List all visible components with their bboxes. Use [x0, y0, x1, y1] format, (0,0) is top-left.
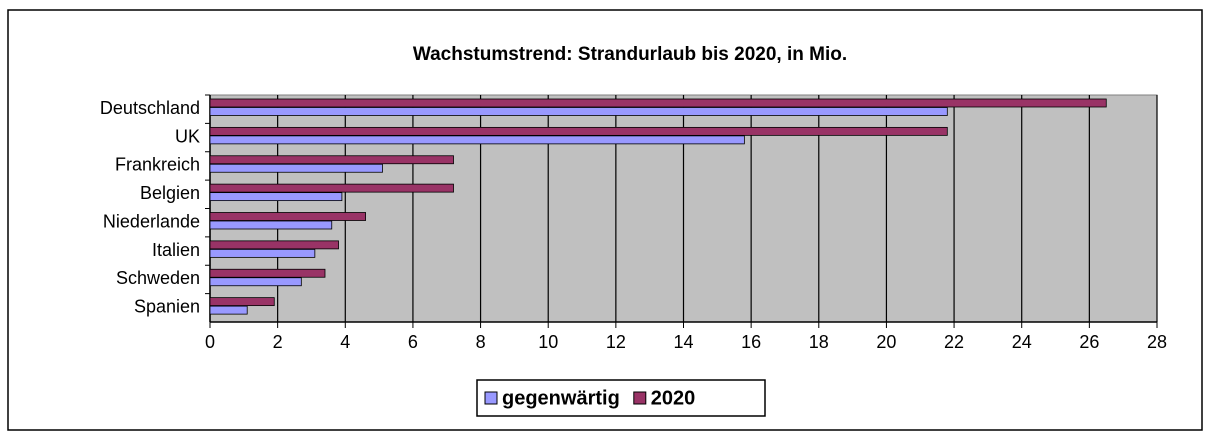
bar — [209, 240, 339, 250]
bar — [209, 220, 333, 230]
x-tick-label: 6 — [408, 332, 418, 352]
y-tick-label: Frankreich — [115, 155, 200, 175]
x-tick-label: 18 — [809, 332, 829, 352]
x-tick-label: 26 — [1079, 332, 1099, 352]
y-tick-label: Spanien — [134, 297, 200, 317]
bar — [209, 277, 302, 287]
bar — [209, 135, 745, 145]
legend-swatch — [484, 391, 498, 405]
x-tick-label: 22 — [944, 332, 964, 352]
bar — [209, 98, 1107, 108]
x-tick-label: 20 — [876, 332, 896, 352]
bar — [209, 248, 316, 258]
legend-label: gegenwärtig — [502, 387, 620, 409]
x-tick-label: 8 — [476, 332, 486, 352]
y-tick-label: Deutschland — [100, 98, 200, 118]
x-tick-label: 2 — [273, 332, 283, 352]
y-tick-label: Schweden — [116, 268, 200, 288]
legend-swatch — [633, 391, 647, 405]
x-tick-label: 14 — [673, 332, 693, 352]
bar — [209, 107, 948, 116]
x-tick-label: 16 — [741, 332, 761, 352]
x-tick-label: 4 — [340, 332, 350, 352]
x-tick-label: 0 — [205, 332, 215, 352]
legend-box — [476, 379, 766, 417]
bar — [209, 183, 454, 193]
bar — [209, 305, 248, 315]
y-tick-label: Belgien — [140, 183, 200, 203]
x-tick-label: 24 — [1012, 332, 1032, 352]
bar — [209, 192, 343, 202]
bar — [209, 155, 454, 165]
bar — [209, 297, 275, 307]
x-tick-label: 12 — [606, 332, 626, 352]
bar — [209, 163, 383, 173]
chart-title: Wachstumstrend: Strandurlaub bis 2020, i… — [413, 44, 847, 65]
x-tick-label: 10 — [538, 332, 558, 352]
y-tick-label: Niederlande — [103, 211, 200, 231]
x-tick-label: 28 — [1147, 332, 1167, 352]
y-tick-label: UK — [175, 126, 200, 146]
bar — [209, 126, 948, 136]
bar — [209, 212, 366, 221]
bar — [209, 268, 326, 278]
legend-label: 2020 — [651, 387, 696, 409]
y-tick-label: Italien — [152, 240, 200, 260]
